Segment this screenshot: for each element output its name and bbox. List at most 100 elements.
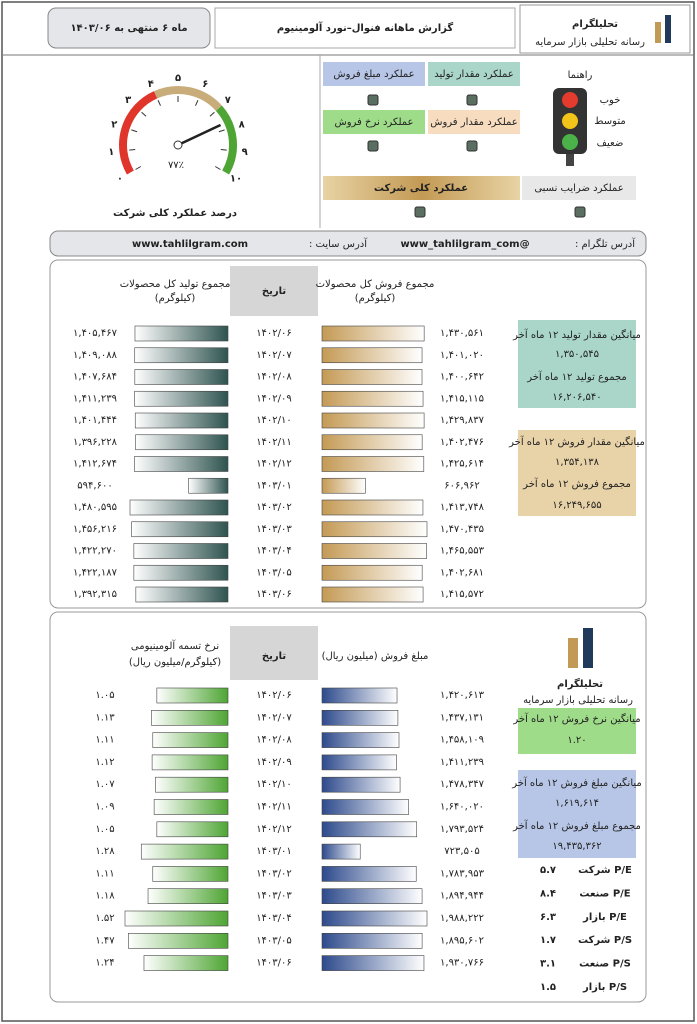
period: ماه ۶ منتهی به ۱۴۰۳/۰۶ bbox=[70, 23, 187, 34]
date: ۱۴۰۳/۰۱ bbox=[256, 480, 292, 491]
bar bbox=[133, 564, 229, 581]
stat-label: میانگین نرخ فروش ۱۲ ماه آخر bbox=[512, 712, 640, 725]
gauge-tick-label: ۹ bbox=[242, 147, 248, 158]
contact-bar bbox=[49, 230, 647, 257]
guide-label: خوب bbox=[600, 95, 621, 106]
date: ۱۴۰۳/۰۳ bbox=[256, 524, 292, 535]
value-label: ۱,۴۵۶,۲۱۶ bbox=[73, 524, 117, 535]
stat-label: میانگین مقدار فروش ۱۲ ماه آخر bbox=[508, 435, 645, 448]
gauge-tick bbox=[209, 111, 215, 117]
value-label: ۱.۱۲ bbox=[95, 757, 114, 768]
date: ۱۴۰۳/۰۲ bbox=[256, 502, 292, 513]
gauge-tick bbox=[129, 148, 136, 151]
value-label: ۱,۴۰۷,۶۸۴ bbox=[73, 372, 117, 383]
value-label: ۱,۹۸۸,۲۲۲ bbox=[440, 913, 484, 924]
indicator-cell bbox=[428, 62, 520, 86]
bar bbox=[188, 477, 229, 494]
indicator-label: عملکرد ضرایب نسبی bbox=[534, 183, 623, 194]
gauge-tick bbox=[157, 100, 161, 106]
value-label: ۱,۴۱۳,۷۴۸ bbox=[440, 502, 485, 513]
status-light bbox=[367, 140, 379, 152]
value-label: ۱.۲۴ bbox=[95, 958, 114, 969]
status-light bbox=[574, 206, 586, 218]
gauge-tick-label: ۵ bbox=[175, 73, 181, 84]
date: ۱۴۰۲/۱۰ bbox=[256, 779, 292, 790]
column-header: مبلغ فروش (میلیون ریال) bbox=[322, 651, 429, 662]
ratio-label: P/E شرکت bbox=[578, 865, 632, 876]
ratio-value: ۵.۷ bbox=[540, 865, 556, 876]
bar bbox=[151, 754, 229, 771]
bar bbox=[134, 325, 229, 342]
indicator-label: عملکرد نرخ فروش bbox=[335, 117, 414, 128]
gauge-tick bbox=[214, 166, 221, 170]
value-label: ۱,۳۹۲,۳۱۵ bbox=[73, 589, 117, 600]
bar bbox=[321, 843, 361, 860]
value-label: ۱,۸۹۵,۶۰۲ bbox=[440, 935, 484, 946]
logo-sub: رسانه تحلیلی بازار سرمایه bbox=[523, 695, 633, 706]
value-label: ۱,۴۰۱,۰۲۰ bbox=[440, 350, 484, 361]
bar bbox=[321, 325, 425, 342]
date: ۱۴۰۳/۰۴ bbox=[256, 913, 292, 924]
value-label: ۱.۰۷ bbox=[95, 779, 115, 790]
value-label: ۱,۷۸۳,۹۵۳ bbox=[440, 868, 485, 879]
indicator-label: عملکرد مبلغ فروش bbox=[333, 69, 414, 80]
ratio-label: P/E صنعت bbox=[579, 888, 630, 899]
date: ۱۴۰۲/۰۹ bbox=[256, 393, 292, 404]
stat-box bbox=[518, 770, 636, 858]
period-box bbox=[47, 7, 211, 49]
bar bbox=[321, 687, 398, 704]
panel bbox=[49, 259, 647, 609]
gauge-tick-label: ۱۰ bbox=[230, 174, 242, 185]
bar bbox=[131, 521, 229, 538]
date: ۱۴۰۲/۱۱ bbox=[256, 802, 292, 813]
value-label: ۱.۴۷ bbox=[95, 935, 115, 946]
date: ۱۴۰۲/۱۰ bbox=[256, 415, 292, 426]
gauge-tick-label: ۰ bbox=[117, 174, 123, 185]
ratio-label: P/S شرکت bbox=[578, 935, 632, 946]
column-unit: (کیلوگرم) bbox=[155, 292, 196, 304]
date: ۱۴۰۲/۱۲ bbox=[256, 824, 292, 835]
value-label: ۱,۴۷۸,۳۴۷ bbox=[440, 779, 485, 790]
logo-box bbox=[519, 4, 691, 54]
contact-label: آدرس تلگرام : bbox=[575, 237, 636, 250]
value-label: ۱,۸۹۴,۹۴۴ bbox=[440, 891, 484, 902]
gauge-arc bbox=[119, 91, 158, 175]
ratio-label: P/E بازار bbox=[582, 912, 627, 923]
title-box bbox=[214, 7, 516, 49]
gauge-tick-label: ۸ bbox=[239, 119, 245, 130]
date-header-cell bbox=[230, 626, 318, 680]
value-label: ۱,۶۴۰,۰۲۰ bbox=[440, 802, 484, 813]
value-label: ۵۹۴,۶۰۰ bbox=[77, 480, 112, 491]
indicator-cell bbox=[428, 110, 520, 134]
bar bbox=[321, 709, 399, 726]
logo-icon bbox=[655, 22, 661, 43]
date: ۱۴۰۲/۰۶ bbox=[256, 328, 292, 339]
bar bbox=[321, 821, 418, 838]
value-label: ۱.۰۵ bbox=[95, 690, 114, 701]
traffic-light bbox=[553, 88, 587, 166]
value-label: ۱,۴۱۲,۶۷۴ bbox=[73, 459, 117, 470]
bar bbox=[321, 347, 423, 364]
bar bbox=[321, 434, 423, 451]
value-label: ۱,۴۵۸,۱۰۹ bbox=[440, 735, 484, 746]
indicator-label: عملکرد کلی شرکت bbox=[374, 183, 468, 194]
date: ۱۴۰۲/۰۸ bbox=[256, 735, 292, 746]
gauge-tick-label: ۳ bbox=[125, 95, 131, 106]
bar bbox=[128, 932, 229, 949]
column-header: مجموع تولید کل محصولات bbox=[120, 279, 231, 290]
ratio-value: ۳.۱ bbox=[540, 959, 556, 970]
bar bbox=[135, 586, 229, 603]
column-header: تاریخ bbox=[262, 651, 286, 662]
guide-label: ضعیف bbox=[597, 138, 624, 149]
bar bbox=[321, 456, 425, 472]
date: ۱۴۰۳/۰۶ bbox=[256, 589, 292, 600]
gauge-value: ۷۷٪ bbox=[168, 160, 184, 171]
contact-value: @www_tahlilgram_com bbox=[400, 239, 529, 250]
value-label: ۱,۳۹۶,۲۲۸ bbox=[73, 437, 118, 448]
gauge-tick-label: ۲ bbox=[111, 119, 117, 130]
value-label: ۱,۴۱۱,۲۳۹ bbox=[440, 757, 484, 768]
bar bbox=[151, 709, 229, 726]
gauge-tick bbox=[218, 129, 225, 133]
value-label: ۱.۲۸ bbox=[95, 846, 115, 857]
